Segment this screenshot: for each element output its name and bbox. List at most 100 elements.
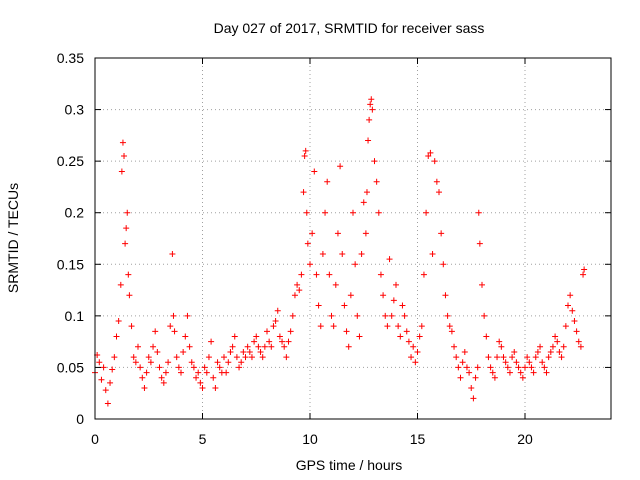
data-point <box>229 343 236 350</box>
data-point <box>475 209 482 216</box>
data-point <box>401 312 408 319</box>
data-point <box>397 333 404 340</box>
data-point <box>317 323 324 330</box>
data-point <box>128 323 135 330</box>
data-point <box>141 385 148 392</box>
data-point <box>169 250 176 257</box>
data-point <box>330 323 337 330</box>
data-point <box>332 281 339 288</box>
data-point <box>223 369 230 376</box>
chart-title: Day 027 of 2017, SRMTID for receiver sas… <box>214 20 485 36</box>
data-point <box>386 256 393 263</box>
data-point <box>567 292 574 299</box>
data-point <box>203 369 210 376</box>
data-point <box>369 106 376 113</box>
data-point <box>216 364 223 371</box>
data-point <box>384 323 391 330</box>
data-point <box>287 328 294 335</box>
data-point <box>156 364 163 371</box>
data-point <box>581 266 588 273</box>
data-point <box>549 343 556 350</box>
data-point <box>468 385 475 392</box>
data-point <box>528 364 535 371</box>
data-point <box>522 364 528 371</box>
data-point <box>444 312 451 319</box>
ticks-layer: 0 0.05 0.1 0.15 0.2 0.25 0.3 0.35 0 5 10 15 20 <box>57 50 611 447</box>
data-point <box>240 348 247 355</box>
data-point <box>575 338 582 345</box>
data-point <box>119 139 126 146</box>
data-point <box>436 189 442 196</box>
data-point <box>515 364 522 371</box>
data-point <box>326 271 333 278</box>
y-tick-label: 0.1 <box>65 308 85 324</box>
data-point <box>117 281 124 288</box>
data-point <box>504 364 511 371</box>
data-point <box>483 333 490 340</box>
data-point <box>158 374 165 381</box>
data-point <box>123 225 130 232</box>
data-point <box>410 343 417 350</box>
points-layer <box>92 96 588 407</box>
data-point <box>380 292 387 299</box>
data-point <box>360 199 367 206</box>
data-point <box>487 364 494 371</box>
data-point <box>212 385 219 392</box>
grid-layer <box>95 58 611 419</box>
plot-frame <box>94 57 612 420</box>
data-point <box>102 387 109 394</box>
data-point <box>171 328 178 335</box>
data-point <box>248 354 255 361</box>
data-point <box>358 250 365 257</box>
data-point <box>272 318 279 325</box>
data-point <box>388 312 395 319</box>
data-point <box>440 261 447 268</box>
data-point <box>167 323 174 330</box>
data-point <box>560 343 567 350</box>
data-point <box>182 333 189 340</box>
data-point <box>130 354 137 361</box>
data-point <box>96 359 103 366</box>
data-point <box>221 354 227 361</box>
data-point <box>470 395 477 402</box>
data-point <box>341 302 348 309</box>
data-point <box>115 318 122 325</box>
data-point <box>195 369 202 376</box>
data-point <box>343 328 350 335</box>
data-point <box>205 354 212 361</box>
data-point <box>313 271 320 278</box>
data-point <box>395 323 402 330</box>
data-point <box>309 230 316 237</box>
data-point <box>425 152 432 159</box>
data-point <box>433 178 440 185</box>
data-point <box>485 354 492 361</box>
data-point <box>319 250 326 257</box>
data-point <box>283 354 290 361</box>
data-point <box>423 209 430 216</box>
data-point <box>539 359 546 366</box>
data-point <box>210 374 217 381</box>
data-point <box>463 364 470 371</box>
x-tick-label: 10 <box>302 431 318 447</box>
data-point <box>345 343 352 350</box>
data-point <box>524 354 531 361</box>
data-point <box>377 271 384 278</box>
y-tick-label: 0.35 <box>57 50 84 66</box>
data-point <box>279 338 286 345</box>
data-point <box>481 312 488 319</box>
data-point <box>569 307 576 314</box>
data-point <box>347 292 354 299</box>
data-point <box>201 364 208 371</box>
data-point <box>311 168 318 175</box>
data-point <box>208 338 215 345</box>
x-tick-label: 0 <box>91 431 99 447</box>
data-point <box>270 323 277 330</box>
data-point <box>98 376 105 383</box>
data-point <box>145 354 152 361</box>
data-point <box>547 348 554 355</box>
data-point <box>173 354 180 361</box>
data-point <box>552 333 559 340</box>
data-point <box>367 101 374 108</box>
